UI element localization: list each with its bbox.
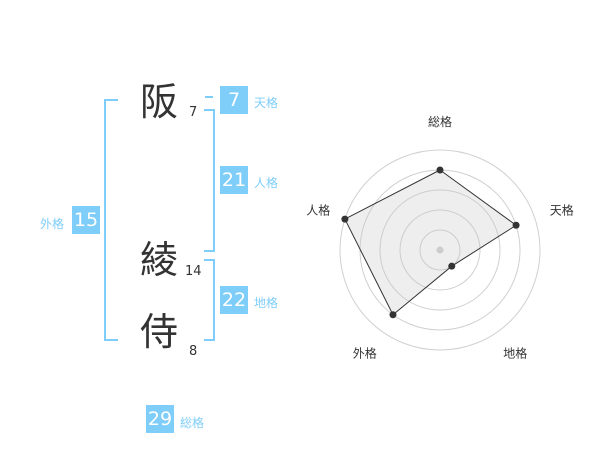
gaikaku-bracket: [104, 99, 118, 341]
tenkaku-value: 7: [220, 86, 248, 114]
jinkaku-value: 21: [220, 166, 248, 194]
tenkaku-bracket: [205, 96, 213, 98]
chikaku-label: 地格: [254, 296, 279, 310]
radar-center: [436, 246, 444, 254]
soukaku-label: 総格: [180, 416, 205, 430]
gaikaku-label: 外格: [40, 217, 65, 231]
radar-ring: [339, 149, 541, 351]
jinkaku-bracket: [204, 109, 215, 252]
chikaku-bracket: [204, 259, 215, 341]
soukaku-value: 29: [146, 405, 174, 433]
chikaku-value: 22: [220, 286, 248, 314]
name-char-3: 侍: [139, 310, 178, 354]
stroke-count-1: 7: [189, 105, 198, 120]
radar-axis-label: 外格: [353, 346, 377, 361]
name-char-1: 阪: [139, 80, 178, 124]
radar-point: [436, 166, 444, 174]
stroke-count-2: 14: [185, 264, 202, 279]
stroke-count-3: 8: [189, 344, 198, 359]
tenkaku-label: 天格: [254, 96, 279, 110]
radar-area: [344, 169, 517, 316]
radar-ring: [379, 189, 501, 311]
radar-point: [389, 311, 397, 319]
radar-point: [448, 262, 456, 270]
name-char-2: 綾: [139, 238, 178, 282]
radar-point: [341, 215, 349, 223]
radar-axis-label: 人格: [306, 202, 330, 217]
jinkaku-label: 人格: [254, 176, 279, 190]
radar-point: [512, 221, 520, 229]
radar-axis-label: 地格: [503, 346, 527, 361]
radar-ring: [399, 209, 481, 291]
gaikaku-value: 15: [72, 206, 100, 234]
radar-ring: [419, 229, 461, 271]
radar-axis-label: 総格: [428, 114, 452, 129]
radar-axis-label: 天格: [550, 202, 574, 217]
